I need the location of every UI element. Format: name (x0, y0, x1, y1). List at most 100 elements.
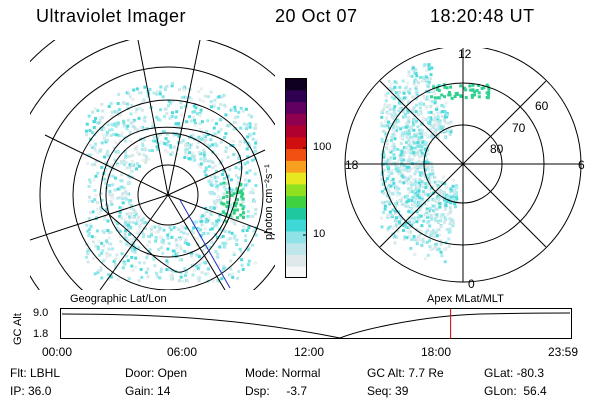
emission-pixel (247, 179, 251, 183)
emission-pixel (128, 232, 132, 236)
emission-pixel (108, 193, 112, 197)
emission-pixel (169, 152, 173, 156)
emission-pixel (225, 190, 229, 194)
emission-pixel (391, 192, 395, 196)
emission-pixel (393, 235, 397, 239)
emission-pixel (233, 108, 237, 112)
emission-pixel (232, 211, 236, 215)
emission-pixel (418, 196, 422, 200)
emission-pixel (190, 134, 194, 138)
emission-pixel (253, 172, 257, 176)
emission-pixel (139, 267, 143, 271)
emission-pixel (253, 145, 257, 149)
emission-pixel (392, 107, 396, 111)
emission-pixel (225, 219, 229, 223)
emission-pixel (247, 246, 251, 250)
emission-pixel (192, 268, 196, 272)
emission-pixel (389, 213, 393, 217)
emission-pixel (408, 91, 412, 95)
emission-pixel (250, 214, 254, 218)
emission-pixel (449, 196, 453, 200)
emission-pixel (442, 105, 446, 109)
emission-pixel (399, 153, 403, 157)
emission-pixel (89, 225, 93, 229)
emission-pixel (123, 218, 127, 222)
emission-pixel (187, 156, 191, 160)
emission-pixel (433, 132, 437, 136)
emission-pixel (406, 101, 410, 105)
emission-pixel (411, 157, 415, 161)
emission-pixel (164, 137, 168, 141)
emission-pixel (385, 117, 389, 121)
emission-pixel (209, 105, 213, 109)
emission-pixel (90, 163, 94, 167)
emission-pixel (198, 127, 202, 131)
emission-pixel (381, 182, 385, 186)
emission-pixel (399, 167, 403, 171)
emission-pixel (380, 137, 384, 141)
emission-pixel (430, 89, 434, 93)
emission-pixel (124, 155, 128, 159)
mlat-label-70: 70 (512, 121, 526, 135)
emission-pixel (101, 126, 105, 130)
emission-pixel (394, 209, 398, 213)
emission-pixel (130, 216, 134, 220)
emission-pixel (237, 110, 241, 114)
emission-pixel (191, 231, 195, 235)
emission-pixel (392, 129, 396, 133)
emission-pixel (224, 132, 228, 136)
emission-pixel (453, 205, 457, 209)
emission-pixel (411, 66, 415, 70)
emission-pixel (429, 192, 433, 196)
emission-pixel (120, 206, 124, 210)
emission-pixel (428, 207, 432, 211)
emission-pixel (153, 264, 157, 268)
emission-pixel (92, 178, 96, 182)
emission-pixel (115, 142, 119, 146)
emission-pixel (209, 192, 213, 196)
emission-pixel (116, 163, 120, 167)
emission-pixel (127, 216, 131, 220)
emission-pixel (435, 234, 439, 238)
emission-pixel (394, 216, 398, 220)
emission-pixel (414, 170, 418, 174)
emission-pixel (239, 106, 243, 110)
emission-pixel (207, 95, 211, 99)
emission-pixel (87, 231, 91, 235)
emission-pixel (413, 133, 417, 137)
emission-pixel (429, 116, 433, 120)
emission-pixel (243, 162, 247, 166)
emission-pixel (137, 164, 141, 168)
emission-pixel (407, 135, 411, 139)
emission-pixel (487, 90, 491, 94)
emission-pixel (118, 139, 122, 143)
emission-pixel (384, 131, 388, 135)
emission-pixel (429, 128, 433, 132)
emission-pixel (242, 122, 246, 126)
emission-pixel (383, 159, 387, 163)
emission-pixel (203, 169, 207, 173)
emission-pixel (198, 122, 202, 126)
emission-pixel (411, 161, 415, 165)
emission-pixel (201, 99, 205, 103)
emission-pixel (143, 127, 147, 131)
emission-pixel (398, 90, 402, 94)
emission-pixel (148, 149, 152, 153)
emission-pixel (223, 103, 227, 107)
emission-pixel (197, 135, 201, 139)
emission-pixel (241, 267, 245, 271)
emission-pixel (402, 106, 406, 110)
emission-pixel (402, 96, 406, 100)
emission-pixel (208, 245, 212, 249)
emission-pixel (130, 163, 134, 167)
emission-pixel (402, 181, 406, 185)
emission-pixel (197, 279, 201, 283)
emission-pixel (415, 93, 419, 97)
geo-panel-label: Geographic Lat/Lon (70, 293, 167, 305)
emission-pixel (389, 156, 393, 160)
emission-pixel (144, 221, 148, 225)
emission-pixel (233, 208, 237, 212)
emission-pixel (85, 223, 89, 227)
emission-pixel (449, 130, 453, 134)
emission-pixel (133, 265, 137, 269)
